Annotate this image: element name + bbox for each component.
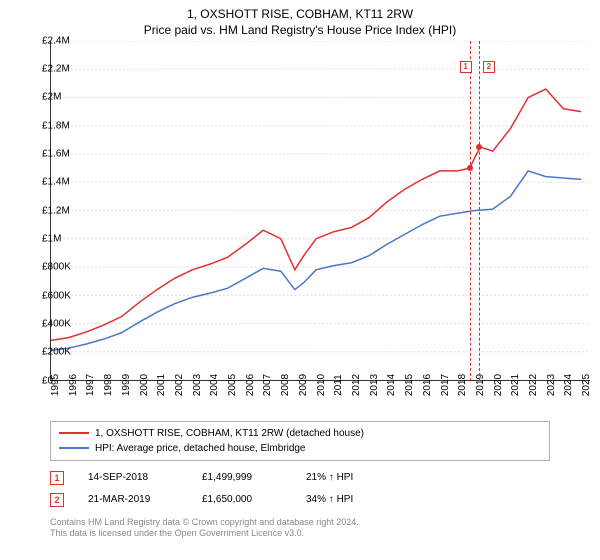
sale-price: £1,650,000 — [202, 494, 282, 505]
x-tick-label: 2006 — [245, 374, 256, 396]
chart-area: £0£200K£400K£600K£800K£1M£1.2M£1.4M£1.6M… — [50, 41, 590, 381]
y-tick-label: £2.4M — [42, 35, 44, 46]
x-tick-label: 2025 — [581, 374, 592, 396]
legend-label: 1, OXSHOTT RISE, COBHAM, KT11 2RW (detac… — [95, 428, 364, 439]
x-tick-label: 2023 — [546, 374, 557, 396]
x-tick-label: 2003 — [192, 374, 203, 396]
sale-marker-label: 1 — [460, 61, 472, 73]
y-tick-label: £2M — [42, 92, 44, 103]
line-plot — [50, 41, 590, 381]
x-tick-label: 2018 — [457, 374, 468, 396]
x-tick-label: 2011 — [333, 374, 344, 396]
marker-vline — [479, 41, 480, 381]
x-tick-label: 2001 — [156, 374, 167, 396]
x-tick-label: 2002 — [174, 374, 185, 396]
y-tick-label: £200K — [42, 347, 44, 358]
x-tick-label: 2022 — [528, 374, 539, 396]
chart-title: 1, OXSHOTT RISE, COBHAM, KT11 2RW — [0, 0, 600, 23]
x-tick-label: 2008 — [280, 374, 291, 396]
sale-pct: 21% ↑ HPI — [306, 472, 386, 483]
sale-marker-label: 2 — [483, 61, 495, 73]
sale-row: 2 21-MAR-2019 £1,650,000 34% ↑ HPI — [50, 489, 550, 511]
y-tick-label: £1.2M — [42, 205, 44, 216]
y-tick-label: £0 — [42, 375, 44, 386]
chart-subtitle: Price paid vs. HM Land Registry's House … — [0, 23, 600, 41]
x-tick-label: 1998 — [103, 374, 114, 396]
sale-row: 1 14-SEP-2018 £1,499,999 21% ↑ HPI — [50, 467, 550, 489]
x-tick-label: 1995 — [50, 374, 61, 396]
y-tick-label: £1M — [42, 234, 44, 245]
x-tick-label: 2021 — [510, 374, 521, 396]
x-tick-label: 1997 — [85, 374, 96, 396]
x-tick-label: 2015 — [404, 374, 415, 396]
x-tick-label: 2014 — [386, 374, 397, 396]
x-tick-label: 2019 — [475, 374, 486, 396]
x-tick-label: 2013 — [369, 374, 380, 396]
legend-item: 1, OXSHOTT RISE, COBHAM, KT11 2RW (detac… — [59, 426, 541, 441]
chart-container: 1, OXSHOTT RISE, COBHAM, KT11 2RW Price … — [0, 0, 600, 560]
footer-line2: This data is licensed under the Open Gov… — [50, 528, 550, 540]
sale-pct: 34% ↑ HPI — [306, 494, 386, 505]
x-tick-label: 2024 — [563, 374, 574, 396]
sale-price: £1,499,999 — [202, 472, 282, 483]
sale-date: 21-MAR-2019 — [88, 494, 178, 505]
x-tick-label: 1996 — [68, 374, 79, 396]
legend-swatch — [59, 432, 89, 434]
marker-vline — [470, 41, 471, 381]
x-tick-label: 2016 — [422, 374, 433, 396]
sale-marker-dot — [467, 165, 473, 171]
sales-table: 1 14-SEP-2018 £1,499,999 21% ↑ HPI 2 21-… — [50, 467, 550, 511]
legend: 1, OXSHOTT RISE, COBHAM, KT11 2RW (detac… — [50, 421, 550, 461]
sale-marker-box: 1 — [50, 471, 64, 485]
x-tick-label: 2009 — [298, 374, 309, 396]
sale-marker-dot — [476, 144, 482, 150]
footer-text: Contains HM Land Registry data © Crown c… — [50, 517, 550, 540]
sale-date: 14-SEP-2018 — [88, 472, 178, 483]
legend-label: HPI: Average price, detached house, Elmb… — [95, 443, 306, 454]
x-tick-label: 2004 — [209, 374, 220, 396]
legend-item: HPI: Average price, detached house, Elmb… — [59, 441, 541, 456]
y-tick-label: £2.2M — [42, 64, 44, 75]
x-tick-label: 2000 — [139, 374, 150, 396]
x-tick-label: 2012 — [351, 374, 362, 396]
y-tick-label: £1.4M — [42, 177, 44, 188]
x-tick-label: 2007 — [262, 374, 273, 396]
y-tick-label: £400K — [42, 319, 44, 330]
y-tick-label: £1.8M — [42, 120, 44, 131]
legend-swatch — [59, 447, 89, 449]
y-tick-label: £1.6M — [42, 149, 44, 160]
y-tick-label: £600K — [42, 290, 44, 301]
footer-line1: Contains HM Land Registry data © Crown c… — [50, 517, 550, 529]
x-tick-label: 2005 — [227, 374, 238, 396]
x-tick-label: 1999 — [121, 374, 132, 396]
y-tick-label: £800K — [42, 262, 44, 273]
x-tick-label: 2017 — [440, 374, 451, 396]
sale-marker-box: 2 — [50, 493, 64, 507]
x-tick-label: 2020 — [493, 374, 504, 396]
x-tick-label: 2010 — [316, 374, 327, 396]
